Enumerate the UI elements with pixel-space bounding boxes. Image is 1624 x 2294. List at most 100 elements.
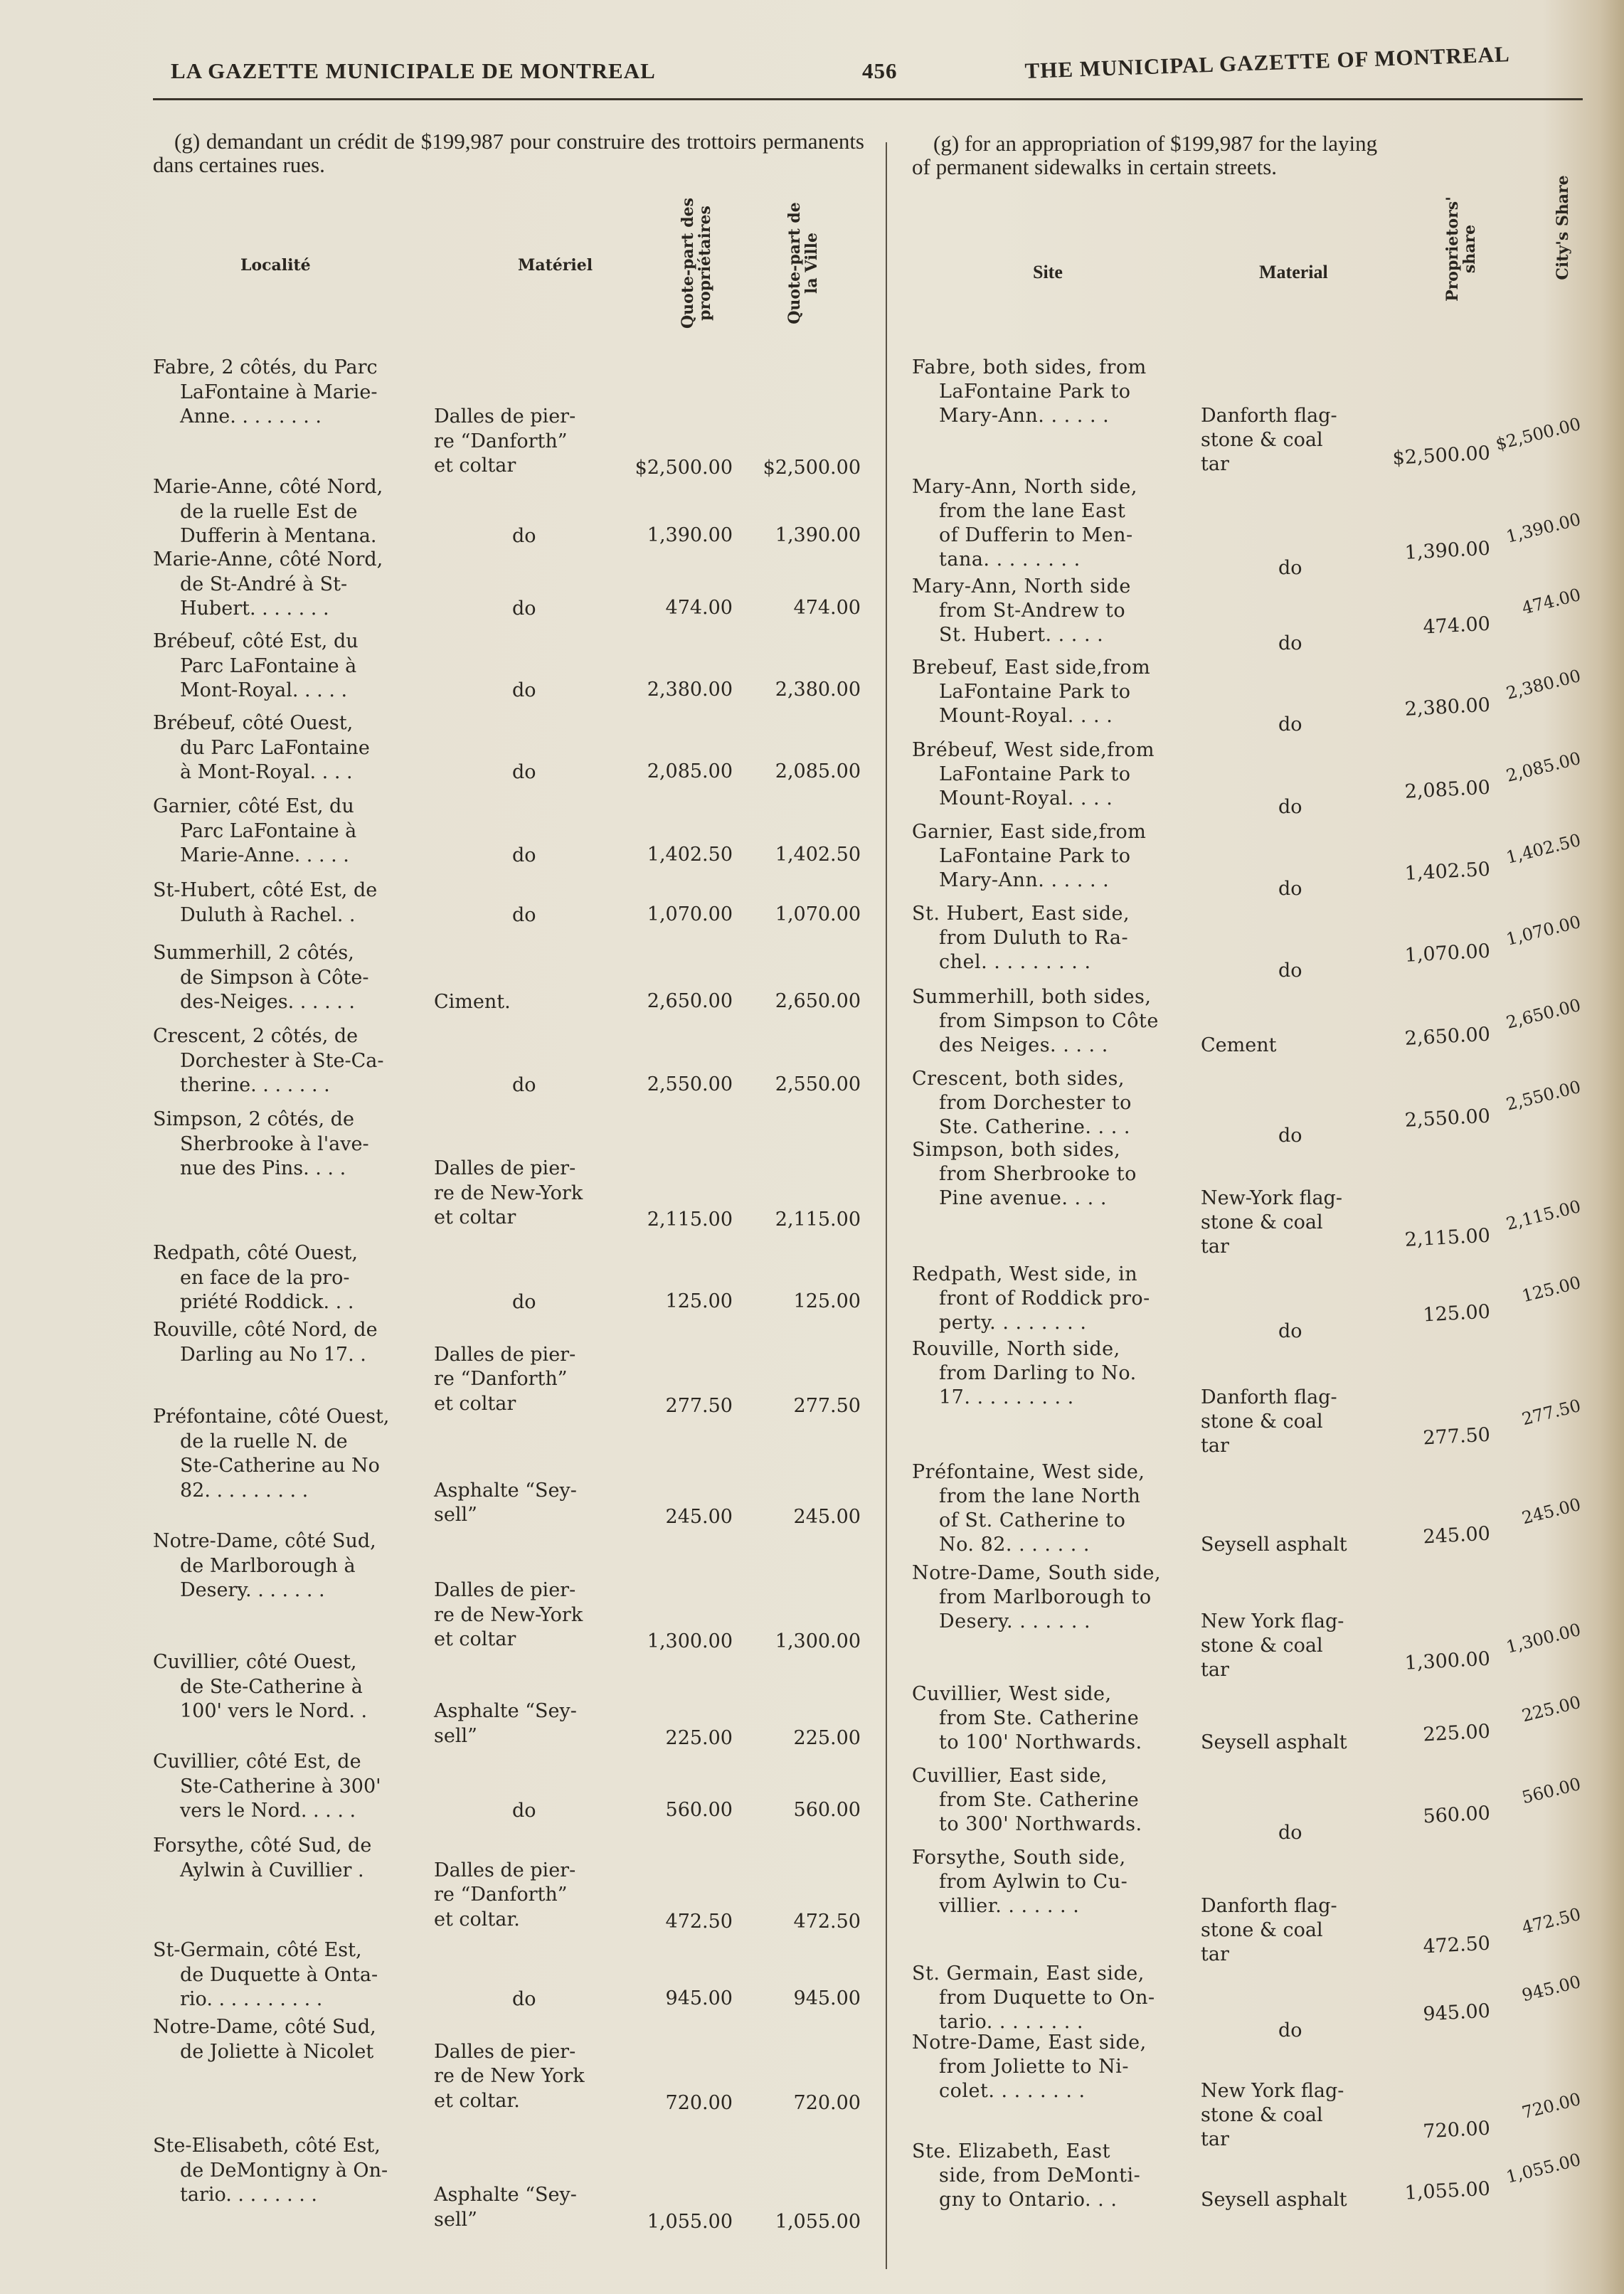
city-share-cell: 2,650.00 [1504, 994, 1583, 1033]
city-share-cell: 2,550.00 [1504, 1076, 1583, 1115]
city-share-cell: 1,402.50 [775, 844, 861, 866]
proprietors-share-cell: 277.50 [665, 1394, 733, 1417]
city-share-cell: 945.00 [793, 1987, 861, 2009]
site-cell: Mary-Ann, North side from St-Andrew to S… [912, 575, 1131, 646]
site-cell: Rouville, North side, from Darling to No… [912, 1338, 1137, 1408]
city-share-cell: 1,390.00 [1504, 509, 1583, 547]
site-cell: Simpson, both sides, from Sherbrooke to … [912, 1139, 1137, 1209]
material-cell: do [1278, 796, 1302, 818]
site-cell: Garnier, East side,from LaFontaine Park … [912, 821, 1147, 891]
material-cell: Asphalte “Sey- sell” [434, 1700, 577, 1747]
material-cell: Seysell asphalt [1201, 2189, 1347, 2211]
city-share-cell: 245.00 [793, 1506, 861, 1528]
city-share-cell: 2,085.00 [1504, 748, 1583, 786]
col-header-location: Localité [240, 256, 311, 275]
col-header-city-share: City's Share [1554, 175, 1572, 280]
city-share-cell: 225.00 [793, 1726, 861, 1749]
location-cell: Cuvillier, côté Ouest, de Ste-Catherine … [153, 1651, 368, 1722]
material-cell: do [1278, 632, 1302, 654]
proprietors-share-cell: 225.00 [665, 1726, 733, 1749]
location-cell: Redpath, côté Ouest, en face de la pro- … [153, 1242, 358, 1313]
city-share-cell: 1,300.00 [1504, 1619, 1583, 1657]
header-left-title: LA GAZETTE MUNICIPALE DE MONTREAL [171, 58, 656, 83]
material-cell: do [512, 679, 536, 701]
location-cell: Ste-Elisabeth, côté Est, de DeMontigny à… [153, 2135, 388, 2206]
material-cell: do [1278, 1125, 1302, 1147]
material-cell: Dalles de pier- re de New-York et coltar [434, 1579, 583, 1650]
city-share-cell: 277.50 [1519, 1395, 1583, 1430]
city-share-cell: 2,650.00 [775, 990, 861, 1012]
proprietors-share-cell: 2,380.00 [647, 679, 733, 701]
city-share-cell: 2,085.00 [775, 760, 861, 782]
location-cell: St-Germain, côté Est, de Duquette à Onta… [153, 1939, 378, 2010]
site-cell: Mary-Ann, North side, from the lane East… [912, 476, 1137, 570]
proprietors-share-cell: 945.00 [665, 1987, 733, 2009]
location-cell: Crescent, 2 côtés, de Dorchester à Ste-C… [153, 1025, 384, 1096]
col-header-proprietors: Quote-part des propriétaires [679, 198, 714, 329]
site-cell: Cuvillier, West side, from Ste. Catherin… [912, 1683, 1142, 1753]
location-cell: Garnier, côté Est, du Parc LaFontaine à … [153, 795, 357, 866]
city-share-cell: 474.00 [1519, 584, 1583, 619]
location-cell: Cuvillier, côté Est, de Ste-Catherine à … [153, 1751, 381, 1822]
city-share-cell: $2,500.00 [1493, 413, 1583, 455]
city-share-cell: 945.00 [1519, 1971, 1583, 2006]
city-share-cell: 1,055.00 [1504, 2149, 1583, 2187]
city-share-cell: 2,380.00 [775, 679, 861, 701]
site-cell: Brebeuf, East side,from LaFontaine Park … [912, 657, 1151, 727]
location-cell: St-Hubert, côté Est, de Duluth à Rachel.… [153, 879, 378, 926]
location-cell: Fabre, 2 côtés, du Parc LaFontaine à Mar… [153, 356, 378, 428]
header-rule [153, 98, 1583, 100]
material-cell: Asphalte “Sey- sell” [434, 1479, 577, 1526]
proprietors-share-cell: 2,085.00 [647, 760, 733, 782]
material-cell: Dalles de pier- re de New York et coltar… [434, 2040, 585, 2112]
material-cell: New-York flag- stone & coal tar [1201, 1187, 1342, 1258]
proprietors-share-cell: 1,300.00 [647, 1630, 733, 1652]
city-share-cell: 2,380.00 [1504, 665, 1583, 703]
material-cell: New York flag- stone & coal tar [1201, 2080, 1344, 2150]
city-share-cell: 1,390.00 [775, 524, 861, 546]
city-share-cell: 2,115.00 [1504, 1196, 1583, 1234]
material-cell: Dalles de pier- re “Danforth” et coltar. [434, 1859, 576, 1931]
proprietors-share-cell: 125.00 [665, 1290, 733, 1312]
header-right-title: THE MUNICIPAL GAZETTE OF MONTREAL [1024, 41, 1511, 83]
material-cell: Danforth flag- stone & coal tar [1201, 1386, 1337, 1457]
site-cell: Notre-Dame, South side, from Marlborough… [912, 1562, 1162, 1632]
city-share-cell: 2,550.00 [775, 1073, 861, 1095]
proprietors-share-cell: 2,115.00 [647, 1209, 733, 1231]
city-share-cell: 277.50 [793, 1394, 861, 1417]
material-cell: do [512, 598, 536, 620]
material-cell: do [1278, 960, 1302, 982]
material-cell: do [512, 1800, 536, 1822]
city-share-cell: 125.00 [793, 1290, 861, 1312]
english-intro: (g) for an appropriation of $199,987 for… [912, 131, 1378, 179]
city-share-cell: 1,402.50 [1504, 829, 1583, 868]
material-cell: do [1278, 878, 1302, 900]
location-cell: Brébeuf, côté Est, du Parc LaFontaine à … [153, 630, 359, 701]
city-share-cell: 1,055.00 [775, 2210, 861, 2233]
site-cell: Redpath, West side, in front of Roddick … [912, 1263, 1150, 1334]
city-share-cell: 2,115.00 [775, 1209, 861, 1231]
material-cell: Danforth flag- stone & coal tar [1201, 1895, 1337, 1965]
proprietors-share-cell: 472.50 [665, 1910, 733, 1933]
city-share-cell: 245.00 [1519, 1494, 1583, 1529]
proprietors-share-cell: 1,402.50 [647, 844, 733, 866]
location-cell: Rouville, côté Nord, de Darling au No 17… [153, 1319, 378, 1366]
site-cell: St. Hubert, East side, from Duluth to Ra… [912, 903, 1130, 973]
material-cell: do [512, 761, 536, 783]
material-cell: do [1278, 1320, 1302, 1342]
location-cell: Préfontaine, côté Ouest, de la ruelle N.… [153, 1406, 390, 1502]
city-share-cell: 225.00 [1519, 1692, 1583, 1726]
material-cell: do [512, 1291, 536, 1313]
material-cell: Dalles de pier- re “Danforth” et coltar [434, 1343, 576, 1415]
location-cell: Forsythe, côté Sud, de Aylwin à Cuvillie… [153, 1834, 372, 1881]
material-cell: Cement [1201, 1034, 1277, 1056]
site-cell: Cuvillier, East side, from Ste. Catherin… [912, 1765, 1142, 1835]
col-header-material-en: Material [1259, 262, 1328, 282]
city-share-cell: 720.00 [1519, 2088, 1583, 2123]
location-cell: Marie-Anne, côté Nord, de St-André à St-… [153, 548, 383, 620]
material-cell: do [512, 844, 536, 866]
proprietors-share-cell: 245.00 [665, 1506, 733, 1528]
material-cell: Dalles de pier- re de New-York et coltar [434, 1157, 583, 1228]
proprietors-share-cell: 474.00 [665, 597, 733, 619]
material-cell: do [1278, 2019, 1302, 2041]
